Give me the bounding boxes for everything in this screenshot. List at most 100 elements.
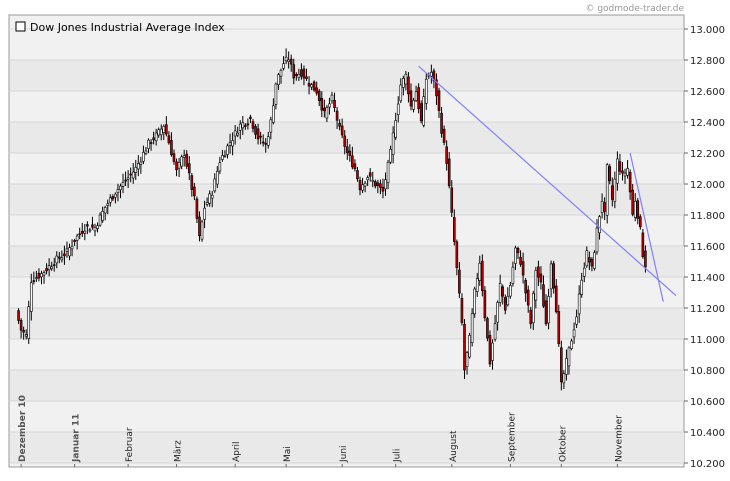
candle-body [101, 211, 104, 221]
candle-body [631, 189, 634, 215]
candle-body [121, 182, 125, 187]
candle-body [417, 87, 420, 109]
candle-body [455, 241, 459, 268]
candle-body [190, 175, 194, 190]
candle-body [119, 185, 122, 190]
x-month-label: Dezember 10 [18, 395, 28, 462]
candle-body [180, 156, 183, 167]
candle-body [335, 110, 339, 121]
candle-body [396, 103, 400, 115]
candle-body [154, 132, 158, 142]
candle-body [524, 280, 527, 294]
candle-body [544, 300, 548, 325]
candle-body [521, 261, 525, 276]
candle-body [195, 198, 199, 219]
candle-body [251, 121, 255, 129]
candle-body [430, 72, 433, 77]
candle-body [312, 81, 316, 91]
candle-body [40, 273, 43, 278]
candle-body [302, 68, 306, 79]
candle-body [106, 203, 110, 206]
candle-body [465, 352, 469, 367]
candle-body [351, 155, 354, 168]
candle-body [213, 178, 217, 192]
candle-body [404, 73, 408, 85]
candle-body [317, 90, 321, 101]
candle-body [292, 64, 296, 79]
candle-body [75, 235, 79, 241]
candle-body [542, 284, 545, 307]
candle-body [68, 247, 71, 257]
grid-band [10, 184, 684, 215]
candle-body [78, 233, 82, 236]
candle-body [22, 330, 25, 333]
candle-body [470, 313, 474, 343]
x-month-label: Oktober [558, 425, 568, 462]
candle-body [547, 296, 550, 324]
candle-body [424, 78, 428, 104]
candle-body [58, 256, 61, 259]
candle-body [575, 316, 578, 325]
candle-body [310, 84, 313, 88]
y-tick-label: 10.600 [690, 397, 725, 408]
candle-body [552, 263, 555, 289]
candle-body [644, 250, 647, 268]
candle-body [593, 252, 596, 269]
candle-body [639, 216, 642, 228]
candle-body [526, 289, 530, 306]
candle-body [585, 250, 589, 266]
candle-body [320, 97, 324, 111]
candle-body [98, 214, 102, 226]
candle-body [491, 342, 494, 361]
candle-body [198, 216, 201, 237]
candle-body [172, 153, 176, 162]
candle-body [88, 229, 92, 232]
candle-body [323, 107, 326, 112]
candle-body [17, 310, 20, 321]
y-tick-label: 11.000 [690, 335, 725, 346]
candle-body [233, 130, 237, 137]
candle-body [152, 137, 155, 141]
candle-body [223, 155, 227, 157]
candle-body [238, 123, 242, 131]
candle-body [363, 182, 367, 187]
candle-body [249, 116, 252, 119]
candle-body [519, 256, 522, 265]
x-month-label: Juni [339, 445, 349, 463]
candle-body [590, 258, 594, 267]
candle-body [570, 340, 573, 349]
candle-body [600, 200, 604, 213]
candle-body [162, 126, 166, 133]
candle-body [307, 83, 311, 87]
candle-body [137, 163, 140, 170]
candle-body [315, 87, 318, 94]
candle-body [55, 255, 59, 264]
candle-body [47, 265, 51, 271]
candle-body [80, 231, 84, 234]
candle-body [368, 172, 372, 177]
candle-body [50, 266, 53, 269]
candle-body [595, 227, 599, 253]
candle-body [475, 278, 479, 292]
x-month-label: Mai [283, 446, 293, 462]
candle-body [91, 224, 94, 228]
y-tick-label: 12.200 [690, 149, 725, 160]
candle-body [608, 166, 612, 182]
y-tick-label: 12.400 [690, 118, 725, 129]
candle-body [603, 202, 606, 212]
candle-body [501, 286, 505, 297]
y-tick-label: 10.200 [690, 459, 725, 470]
candle-body [340, 125, 344, 136]
trendlines [418, 65, 677, 302]
candle-body [458, 269, 461, 294]
y-tick-label: 12.800 [690, 56, 725, 67]
x-month-label: März [174, 440, 184, 462]
candle-body [96, 225, 99, 229]
chart-title: Dow Jones Industrial Average Index [30, 21, 225, 34]
candle-body [86, 224, 89, 227]
candle-body [144, 150, 148, 154]
candle-body [261, 141, 265, 144]
candle-body [182, 155, 186, 158]
candle-body [529, 309, 533, 325]
candle-body [588, 257, 591, 263]
